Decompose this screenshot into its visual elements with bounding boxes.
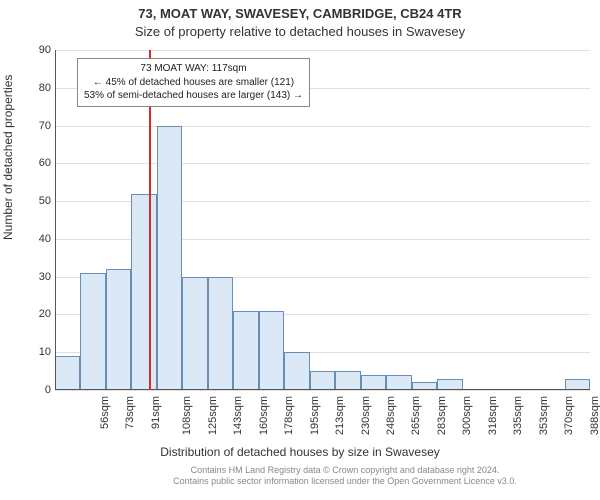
y-tick-label: 10 [27, 346, 51, 358]
annotation-line: 73 MOAT WAY: 117sqm [84, 62, 303, 76]
y-tick-label: 0 [27, 384, 51, 396]
y-tick-label: 90 [27, 44, 51, 56]
x-tick-label: 91sqm [150, 396, 162, 429]
x-tick-label: 73sqm [124, 396, 136, 429]
footer-line1: Contains HM Land Registry data © Crown c… [191, 465, 500, 475]
y-tick-label: 70 [27, 120, 51, 132]
histogram-bar [55, 356, 80, 390]
chart-footer: Contains HM Land Registry data © Crown c… [120, 465, 570, 487]
y-tick-label: 40 [27, 233, 51, 245]
x-tick-label: 143sqm [232, 396, 244, 435]
chart-plot-area: 010203040506070809056sqm73sqm91sqm108sqm… [55, 50, 590, 390]
x-axis-line [55, 389, 590, 390]
y-tick-label: 30 [27, 271, 51, 283]
x-tick-label: 108sqm [181, 396, 193, 435]
gridline [55, 126, 590, 127]
x-tick-label: 388sqm [589, 396, 600, 435]
histogram-bar [182, 277, 207, 390]
histogram-bar [233, 311, 258, 390]
x-tick-label: 318sqm [487, 396, 499, 435]
y-axis-label: Number of detached properties [1, 75, 15, 240]
chart-title-subtitle: Size of property relative to detached ho… [0, 24, 600, 39]
x-tick-label: 370sqm [563, 396, 575, 435]
x-axis-label: Distribution of detached houses by size … [0, 445, 600, 459]
histogram-bar [284, 352, 309, 390]
x-tick-label: 353sqm [538, 396, 550, 435]
x-tick-label: 283sqm [436, 396, 448, 435]
annotation-line: ← 45% of detached houses are smaller (12… [84, 76, 303, 90]
histogram-bar [361, 375, 386, 390]
x-tick-label: 248sqm [385, 396, 397, 435]
histogram-bar [259, 311, 284, 390]
x-tick-label: 195sqm [309, 396, 321, 435]
footer-line2: Contains public sector information licen… [173, 476, 517, 486]
y-axis-line [55, 50, 56, 390]
annotation-box: 73 MOAT WAY: 117sqm← 45% of detached hou… [77, 58, 310, 107]
y-tick-label: 60 [27, 157, 51, 169]
x-tick-label: 160sqm [258, 396, 270, 435]
y-tick-label: 80 [27, 82, 51, 94]
x-tick-label: 300sqm [462, 396, 474, 435]
x-tick-label: 335sqm [512, 396, 524, 435]
histogram-bar [131, 194, 156, 390]
x-tick-label: 56sqm [99, 396, 111, 429]
y-tick-label: 50 [27, 195, 51, 207]
histogram-bar [310, 371, 335, 390]
gridline [55, 50, 590, 51]
x-tick-label: 265sqm [411, 396, 423, 435]
x-tick-label: 178sqm [283, 396, 295, 435]
histogram-bar [335, 371, 360, 390]
histogram-bar [80, 273, 105, 390]
annotation-line: 53% of semi-detached houses are larger (… [84, 89, 303, 103]
y-tick-label: 20 [27, 308, 51, 320]
chart-title-address: 73, MOAT WAY, SWAVESEY, CAMBRIDGE, CB24 … [0, 6, 600, 21]
histogram-bar [386, 375, 411, 390]
histogram-bar [157, 126, 182, 390]
x-tick-label: 230sqm [360, 396, 372, 435]
histogram-bar [208, 277, 233, 390]
x-tick-label: 213sqm [334, 396, 346, 435]
histogram-bar [106, 269, 131, 390]
x-tick-label: 125sqm [207, 396, 219, 435]
gridline [55, 390, 590, 391]
gridline [55, 163, 590, 164]
